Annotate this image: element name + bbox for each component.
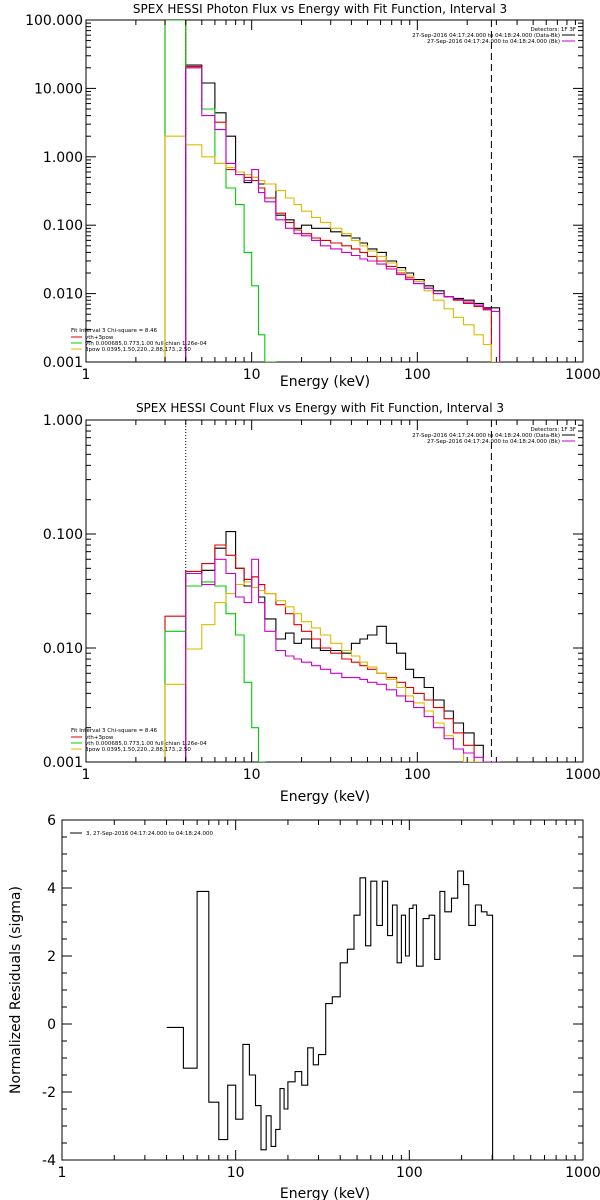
- x-tick-label: 10: [227, 1165, 245, 1181]
- y-tick-label: 4: [47, 881, 56, 897]
- panel-3-frame: [61, 819, 584, 1161]
- panel-2-axes: 1 10 100 1000 0.001 0.010 0.100 1.000: [43, 413, 600, 783]
- panel-2-frame: [85, 419, 584, 763]
- series-vth-3pow: [164, 20, 501, 362]
- x-tick-label: 1000: [565, 767, 600, 783]
- legend-bk-2: 27-Sep-2016 04:17:24.000 to 04:18:24.000…: [427, 439, 560, 445]
- y-tick-label: 0.001: [43, 755, 83, 771]
- panel-2-plot-area: [164, 420, 501, 762]
- panel-2-title: SPEX HESSI Count Flux vs Energy with Fit…: [136, 401, 504, 415]
- x-tick-label: 10: [243, 767, 261, 783]
- y-tick-label: 0.001: [43, 355, 83, 371]
- panel-3-axes: 1 10 100 1000 -4 -2 0 2 4 6: [42, 813, 600, 1181]
- series-data-bk: [185, 64, 501, 362]
- x-tick-label: 1: [58, 1165, 67, 1181]
- panel-3-xlabel: Energy (keV): [280, 1186, 370, 1200]
- y-tick-label: -2: [42, 1085, 56, 1101]
- legend-bk: 27-Sep-2016 04:17:24.000 to 04:18:24.000…: [427, 39, 560, 45]
- series-bk: [185, 67, 501, 362]
- x-tick-label: 100: [404, 767, 431, 783]
- y-tick-label: 0.010: [43, 641, 83, 657]
- panel-2-legend-top-right: Detectors: 1F 3F 27-Sep-2016 04:17:24.00…: [412, 427, 576, 445]
- legend-fit-interval-2: Fit Interval 3 Chi-square = 8.46: [71, 728, 158, 734]
- panel-1-xlabel: Energy (keV): [280, 374, 370, 390]
- panel-1-title: SPEX HESSI Photon Flux vs Energy with Fi…: [133, 2, 507, 16]
- legend-fit-interval: Fit Interval 3 Chi-square = 8.46: [71, 328, 158, 334]
- legend-detectors: Detectors: 1F 3F: [530, 27, 576, 33]
- series-3pow: [164, 135, 501, 362]
- legend-detectors-2: Detectors: 1F 3F: [530, 427, 576, 433]
- series-bk: [185, 558, 501, 762]
- y-tick-label: 2: [47, 949, 56, 965]
- y-tick-label: 0.100: [43, 527, 83, 543]
- y-tick-label: -4: [42, 1153, 56, 1169]
- legend-residual: 3, 27-Sep-2016 04:17:24.000 to 04:18:24.…: [86, 831, 213, 837]
- x-tick-label: 1: [82, 367, 91, 383]
- panel-2-xlabel: Energy (keV): [280, 789, 370, 805]
- panel-1-frame: [85, 19, 584, 363]
- y-tick-label: 6: [47, 813, 56, 829]
- y-tick-label: 0: [47, 1017, 56, 1033]
- panel-1-legend-bottom-left: Fit Interval 3 Chi-square = 8.46 vth+3po…: [71, 328, 207, 353]
- panel-1-plot-area: [164, 20, 501, 362]
- panel-3-legend: 3, 27-Sep-2016 04:17:24.000 to 04:18:24.…: [70, 831, 213, 837]
- panel-3-plot-area: [166, 870, 494, 1160]
- y-tick-label: 0.010: [43, 287, 83, 303]
- series-vth-3pow: [164, 544, 501, 762]
- series-3pow: [164, 581, 484, 762]
- legend-3pow-2: 3pow 0.0395,1.50,220.,2.88,173.,2.50: [85, 747, 191, 753]
- x-tick-label: 10: [243, 367, 261, 383]
- count-flux-panel: SPEX HESSI Count Flux vs Energy with Fit…: [43, 401, 600, 805]
- y-tick-label: 1.000: [43, 413, 83, 429]
- legend-vth-2: vth 0.000685,0.773,1.00 full chian 1.26e…: [85, 741, 207, 747]
- legend-vth: vth 0.000685,0.773,1.00 full chian 1.26e…: [85, 341, 207, 347]
- x-tick-label: 100: [396, 1165, 423, 1181]
- panel-2-legend-bottom-left: Fit Interval 3 Chi-square = 8.46 vth+3po…: [71, 728, 207, 753]
- y-tick-label: 1.000: [43, 150, 83, 166]
- legend-data-bk: 27-Sep-2016 04:17:24.000 to 04:18:24.000…: [412, 33, 560, 39]
- x-tick-label: 100: [404, 367, 431, 383]
- x-tick-label: 1000: [565, 367, 600, 383]
- legend-vth3pow-2: vth+3pow: [85, 735, 114, 741]
- y-tick-label: 10.000: [34, 81, 83, 97]
- series-data-bk: [185, 531, 501, 762]
- legend-data-bk-2: 27-Sep-2016 04:17:24.000 to 04:18:24.000…: [412, 433, 560, 439]
- y-tick-label: 0.100: [43, 218, 83, 234]
- panel-1-legend-top-right: Detectors: 1F 3F 27-Sep-2016 04:17:24.00…: [412, 27, 576, 45]
- photon-flux-panel: SPEX HESSI Photon Flux vs Energy with Fi…: [25, 2, 600, 390]
- panel-3-ylabel: Normalized Residuals (sigma): [8, 886, 24, 1094]
- legend-3pow: 3pow 0.0395,1.50,220.,2.88,173.,2.50: [85, 347, 191, 353]
- residuals-panel: 1 10 100 1000 -4 -2 0 2 4 6 Energy (keV) Normaliz…: [8, 813, 600, 1200]
- series-vth: [164, 20, 277, 362]
- series-vth: [164, 581, 266, 762]
- legend-vth3pow: vth+3pow: [85, 335, 114, 341]
- x-tick-label: 1000: [565, 1165, 600, 1181]
- panel-1-axes: 1 10 100 1000 0.001 0.010 0.100 1.000 10.000 100.…: [25, 13, 600, 383]
- y-tick-label: 100.000: [25, 13, 83, 29]
- series-3-27-sep-2016-04-17-24-000-to-04-18-24-000: [166, 870, 494, 1160]
- x-tick-label: 1: [82, 767, 91, 783]
